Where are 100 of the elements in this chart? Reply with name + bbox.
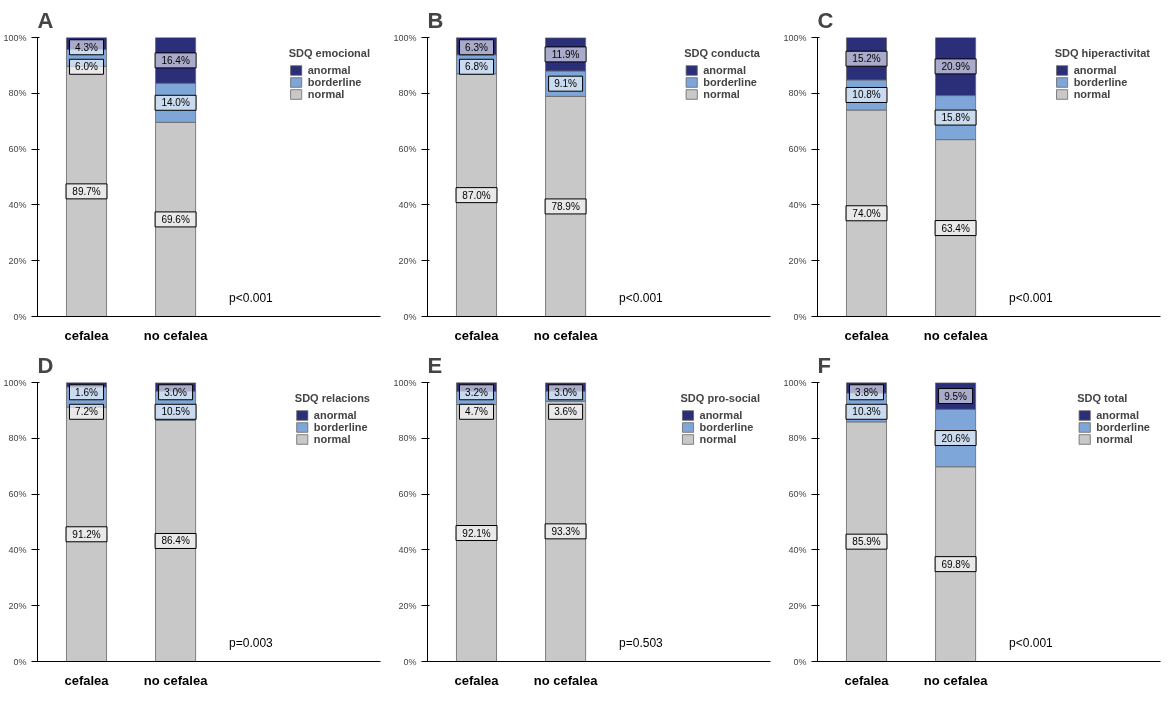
data-label: 3.2% xyxy=(465,386,488,398)
y-tick-label: 20% xyxy=(788,255,807,266)
legend-label: normal xyxy=(307,88,345,100)
data-label: 63.4% xyxy=(941,222,970,234)
y-tick-label: 0% xyxy=(13,656,27,667)
legend-label: borderline xyxy=(699,421,754,433)
legend-label: borderline xyxy=(307,76,362,88)
x-tick-label: cefalea xyxy=(454,672,500,688)
x-tick-label: cefalea xyxy=(64,327,110,343)
data-label: 69.6% xyxy=(161,213,190,225)
legend-label: borderline xyxy=(1096,421,1150,433)
data-label: 87.0% xyxy=(462,189,491,201)
data-label: 20.6% xyxy=(941,432,970,444)
text: p<0.001 xyxy=(1009,291,1054,306)
chart-title: B xyxy=(427,7,444,33)
x-tick-label: cefalea xyxy=(844,327,890,343)
data-label: 11.9% xyxy=(551,48,580,60)
x-tick-label: no cefalea xyxy=(143,327,209,343)
y-tick-label: 0% xyxy=(793,656,807,667)
x-tick-label: cefalea xyxy=(64,672,110,688)
y-tick-label: 20% xyxy=(398,600,417,611)
data-label: 85.9% xyxy=(852,536,881,548)
x-tick-label: no cefalea xyxy=(533,672,599,688)
legend-label: anormal xyxy=(1096,409,1139,421)
y-tick-label: 20% xyxy=(8,255,27,266)
legend-label: anormal xyxy=(1073,64,1117,76)
data-label: 86.4% xyxy=(161,535,190,547)
legend-label: anormal xyxy=(307,64,351,76)
data-label: 4.3% xyxy=(75,41,98,53)
data-label: 9.1% xyxy=(554,78,578,90)
data-label: 4.7% xyxy=(465,406,488,418)
y-tick-label: 40% xyxy=(788,199,807,210)
text: p<0.001 xyxy=(619,291,664,306)
text: p<0.001 xyxy=(1009,636,1054,651)
data-label: 14.0% xyxy=(161,97,190,109)
y-tick-label: 80% xyxy=(788,433,807,444)
data-label: 3.0% xyxy=(164,386,188,398)
y-tick-label: 80% xyxy=(8,433,27,444)
data-label: 15.2% xyxy=(852,53,881,65)
y-tick-label: 40% xyxy=(788,544,807,555)
legend-label: borderline xyxy=(703,76,757,88)
text: p=0.003 xyxy=(229,636,274,651)
y-tick-label: 40% xyxy=(398,199,417,210)
data-label: 6.0% xyxy=(75,61,98,73)
legend-label: normal xyxy=(313,433,351,445)
data-label: 7.2% xyxy=(75,406,98,418)
y-tick-label: 100% xyxy=(783,377,807,388)
y-tick-label: 0% xyxy=(13,311,27,322)
data-label: 20.9% xyxy=(941,60,970,72)
y-tick-label: 80% xyxy=(8,88,27,99)
y-tick-label: 100% xyxy=(3,377,27,388)
legend-title: SDQ relacions xyxy=(294,392,370,404)
data-label: 3.8% xyxy=(855,386,878,398)
y-tick-label: 40% xyxy=(398,544,417,555)
chart-title: A xyxy=(37,7,54,33)
legend-label: anormal xyxy=(703,64,746,76)
data-label: 6.3% xyxy=(465,41,488,53)
y-tick-label: 80% xyxy=(398,433,417,444)
data-label: 74.0% xyxy=(852,207,881,219)
data-label: 78.9% xyxy=(551,200,580,212)
legend-label: normal xyxy=(1073,88,1111,100)
y-tick-label: 60% xyxy=(8,489,27,500)
x-tick-label: no cefalea xyxy=(923,327,989,343)
y-tick-label: 60% xyxy=(398,489,417,500)
x-tick-label: no cefalea xyxy=(143,672,209,688)
chart-title: D xyxy=(37,352,54,378)
y-tick-label: 100% xyxy=(3,32,27,43)
data-label: 3.0% xyxy=(554,386,578,398)
y-tick-label: 60% xyxy=(788,144,807,155)
legend-label: anormal xyxy=(699,409,743,421)
x-tick-label: cefalea xyxy=(454,327,500,343)
legend-title: SDQ emocional xyxy=(288,47,370,59)
legend-label: borderline xyxy=(1073,76,1128,88)
legend-label: normal xyxy=(703,88,740,100)
data-label: 1.6% xyxy=(75,386,98,398)
y-tick-label: 20% xyxy=(788,600,807,611)
legend-title: SDQ conducta xyxy=(684,47,760,59)
data-label: 91.2% xyxy=(72,528,101,540)
chart-title: F xyxy=(817,352,831,378)
data-label: 15.8% xyxy=(941,112,970,124)
legend-title: SDQ pro-social xyxy=(680,392,760,404)
data-label: 6.8% xyxy=(465,61,488,73)
x-tick-label: no cefalea xyxy=(533,327,599,343)
legend-label: anormal xyxy=(313,409,357,421)
y-tick-label: 0% xyxy=(403,656,417,667)
y-tick-label: 100% xyxy=(393,32,417,43)
data-label: 10.8% xyxy=(852,89,881,101)
y-tick-label: 100% xyxy=(393,377,417,388)
data-label: 10.5% xyxy=(161,406,190,418)
data-label: 93.3% xyxy=(551,525,580,537)
y-tick-label: 0% xyxy=(403,311,417,322)
legend-label: borderline xyxy=(313,421,368,433)
y-tick-label: 40% xyxy=(8,544,27,555)
x-tick-label: cefalea xyxy=(844,672,890,688)
data-label: 16.4% xyxy=(161,54,190,66)
text: p=0.503 xyxy=(619,636,664,651)
y-tick-label: 100% xyxy=(783,32,807,43)
x-tick-label: no cefalea xyxy=(923,672,989,688)
text: p<0.001 xyxy=(229,291,274,306)
y-tick-label: 80% xyxy=(398,88,417,99)
